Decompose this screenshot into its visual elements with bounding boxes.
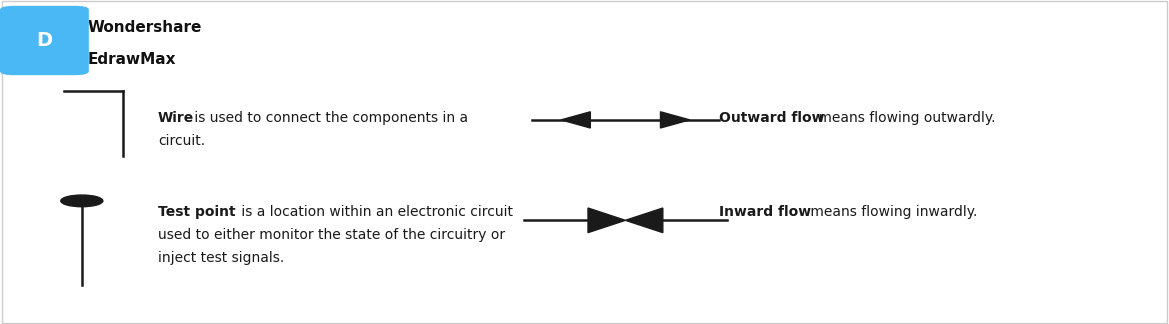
Text: means flowing inwardly.: means flowing inwardly. xyxy=(807,205,977,219)
Text: is a location within an electronic circuit: is a location within an electronic circu… xyxy=(237,205,513,219)
Text: used to either monitor the state of the circuitry or: used to either monitor the state of the … xyxy=(158,228,505,242)
Text: Outward flow: Outward flow xyxy=(719,111,824,125)
Polygon shape xyxy=(561,112,590,128)
FancyBboxPatch shape xyxy=(0,6,89,75)
Text: circuit.: circuit. xyxy=(158,134,205,148)
Polygon shape xyxy=(660,112,690,128)
Text: EdrawMax: EdrawMax xyxy=(88,52,177,67)
Text: Wondershare: Wondershare xyxy=(88,20,202,35)
Polygon shape xyxy=(588,208,625,233)
Text: Wire: Wire xyxy=(158,111,194,125)
Text: is used to connect the components in a: is used to connect the components in a xyxy=(189,111,468,125)
Text: Test point: Test point xyxy=(158,205,235,219)
Text: means flowing outwardly.: means flowing outwardly. xyxy=(815,111,996,125)
Polygon shape xyxy=(625,208,663,233)
Text: inject test signals.: inject test signals. xyxy=(158,250,284,265)
Text: Inward flow: Inward flow xyxy=(719,205,811,219)
Text: D: D xyxy=(36,31,53,50)
Circle shape xyxy=(61,195,103,207)
